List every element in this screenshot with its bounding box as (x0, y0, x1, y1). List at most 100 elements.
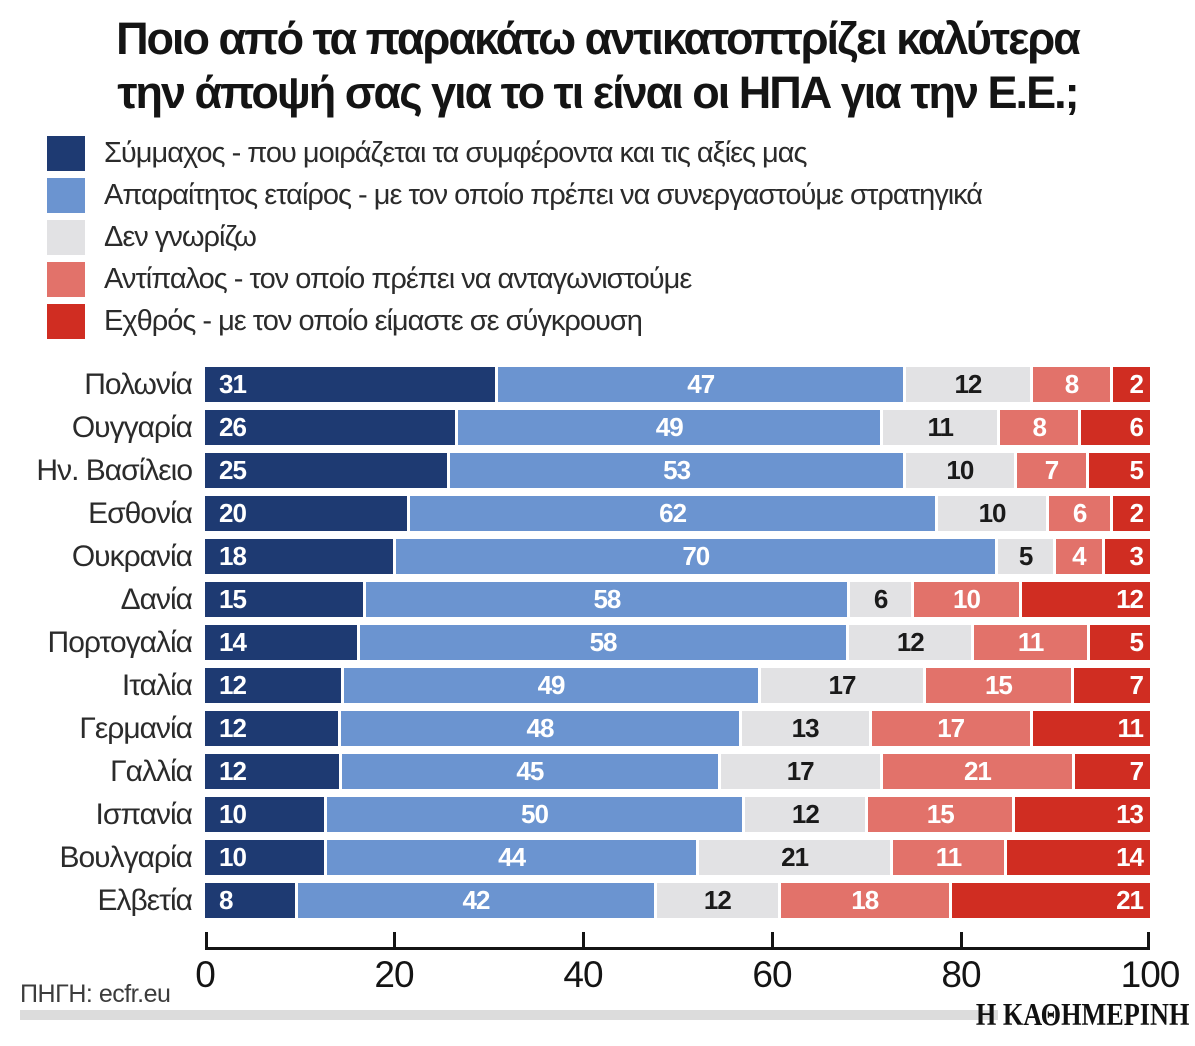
bar-segment-ally: 12 (205, 754, 339, 789)
legend-swatch-ally (47, 136, 85, 171)
bar-segment-ally: 12 (205, 668, 341, 703)
legend-label-dont-know: Δεν γνωρίζω (104, 221, 257, 253)
segment-value: 12 (219, 670, 247, 700)
bar-segment-ally: 26 (205, 410, 456, 445)
segment-value: 10 (219, 842, 247, 872)
segment-value: 10 (219, 799, 247, 829)
segment-value: 50 (521, 799, 549, 829)
segment-value: 7 (1129, 756, 1145, 786)
stacked-bar: 31 47 12 8 2 (205, 367, 1150, 402)
brand-logo: Η ΚΑΘΗΜΕΡΙΝΗ (975, 996, 1189, 1032)
stacked-bar: 10 44 21 11 14 (205, 840, 1150, 875)
segment-value: 5 (1018, 541, 1034, 571)
bar-segment-necessary-partner: 42 (295, 883, 654, 918)
bar-segment-ally: 14 (205, 625, 357, 660)
chart-row: Γερμανία 12 48 13 17 11 (0, 711, 1151, 746)
segment-value: 53 (663, 455, 691, 485)
bar-segment-rival: 15 (922, 668, 1072, 703)
bar-segment-necessary-partner: 49 (455, 410, 881, 445)
segment-value: 7 (1044, 455, 1060, 485)
bar-segment-ally: 8 (205, 883, 296, 918)
bar-segment-rival: 7 (1013, 453, 1087, 488)
segment-value: 25 (219, 455, 247, 485)
bar-segment-rival: 15 (865, 797, 1013, 832)
bar-segment-ally: 20 (205, 496, 407, 531)
segment-value: 12 (219, 713, 247, 743)
chart-row: Ην. Βασίλειο 25 53 10 7 5 (0, 453, 1151, 488)
bar-segment-rival: 10 (910, 582, 1020, 617)
bar-chart: Πολωνία 31 47 12 8 2 Ουγγαρία 26 49 11 8 6 Ην. Βασίλ… (0, 367, 1151, 918)
segment-value: 70 (682, 541, 710, 571)
legend-item-ally: Σύμμαχος - που μοιράζεται τα συμφέροντα … (47, 136, 1195, 171)
bar-segment-enemy: 13 (1012, 797, 1150, 832)
bar-segment-necessary-partner: 49 (340, 668, 759, 703)
chart-row: Βουλγαρία 10 44 21 11 14 (0, 840, 1150, 875)
chart-row: Ισπανία 10 50 12 15 13 (0, 797, 1150, 832)
segment-value: 44 (498, 842, 526, 872)
bar-segment-necessary-partner: 44 (323, 840, 697, 875)
bar-segment-enemy: 12 (1019, 582, 1150, 617)
segment-value: 11 (1117, 713, 1144, 743)
stacked-bar: 10 50 12 15 13 (205, 797, 1150, 832)
segment-value: 15 (926, 799, 955, 829)
segment-value: 12 (219, 756, 247, 786)
country-label: Ιταλία (121, 669, 193, 702)
segment-value: 58 (593, 584, 621, 614)
bar-segment-necessary-partner: 58 (363, 582, 848, 617)
bar-segment-rival: 8 (1029, 367, 1111, 402)
bar-segment-enemy: 2 (1110, 496, 1151, 531)
segment-value: 6 (1129, 412, 1145, 442)
bar-segment-rival: 4 (1052, 539, 1102, 574)
x-axis-tick (1147, 932, 1150, 950)
bar-segment-rival: 6 (1045, 496, 1111, 531)
segment-value: 10 (953, 584, 981, 614)
chart-row: Πολωνία 31 47 12 8 2 (0, 367, 1150, 402)
bar-segment-necessary-partner: 45 (338, 754, 718, 789)
x-axis-tick (205, 932, 208, 950)
segment-value: 12 (896, 627, 925, 657)
country-label: Ουγγαρία (71, 411, 193, 444)
segment-value: 17 (786, 756, 815, 786)
segment-value: 4 (1072, 541, 1087, 571)
segment-value: 11 (935, 842, 962, 872)
stacked-bar: 12 48 13 17 11 (205, 711, 1151, 746)
bar-segment-dont-know: 6 (847, 582, 911, 617)
bar-segment-dont-know: 17 (758, 668, 923, 703)
segment-value: 6 (1072, 498, 1088, 528)
segment-value: 11 (927, 412, 953, 442)
chart-row: Ελβετία 8 42 12 18 21 (0, 883, 1150, 918)
legend-item-enemy: Εχθρός - με τον οποίο είμαστε σε σύγκρου… (47, 304, 1195, 339)
bar-segment-necessary-partner: 70 (393, 539, 996, 574)
segment-value: 17 (937, 713, 965, 743)
bar-segment-dont-know: 12 (846, 625, 972, 660)
x-axis-tick-label: 60 (752, 954, 792, 995)
bar-segment-enemy: 5 (1086, 625, 1151, 660)
footer-divider (20, 1010, 998, 1020)
segment-value: 13 (1116, 799, 1144, 829)
country-label: Ην. Βασίλειο (36, 454, 193, 487)
chart-title: Ποιο από τα παρακάτω αντικατοπτρίζει καλ… (0, 12, 1195, 120)
x-axis-tick-label: 80 (941, 954, 981, 995)
segment-value: 62 (659, 498, 687, 528)
bar-segment-rival: 8 (997, 410, 1079, 445)
segment-value: 15 (219, 584, 247, 614)
country-label: Ελβετία (97, 884, 194, 917)
country-label: Ουκρανία (71, 540, 193, 573)
segment-value: 5 (1129, 627, 1145, 657)
segment-value: 7 (1129, 670, 1145, 700)
segment-value: 6 (873, 584, 889, 614)
bar-segment-ally: 10 (205, 840, 324, 875)
legend-item-rival: Αντίπαλος - τον οποίο πρέπει να ανταγωνι… (47, 262, 1195, 297)
segment-value: 12 (703, 885, 732, 915)
segment-value: 12 (791, 799, 820, 829)
bar-segment-ally: 10 (205, 797, 324, 832)
segment-value: 42 (462, 885, 491, 915)
bar-segment-ally: 31 (205, 367, 496, 402)
x-axis-tick (770, 932, 774, 950)
segment-value: 21 (781, 842, 809, 872)
segment-value: 11 (1017, 627, 1044, 657)
x-axis-tick-label: 0 (195, 954, 216, 995)
stacked-bar: 12 45 17 21 7 (205, 754, 1151, 789)
segment-value: 18 (219, 541, 247, 571)
segment-value: 15 (984, 670, 1013, 700)
